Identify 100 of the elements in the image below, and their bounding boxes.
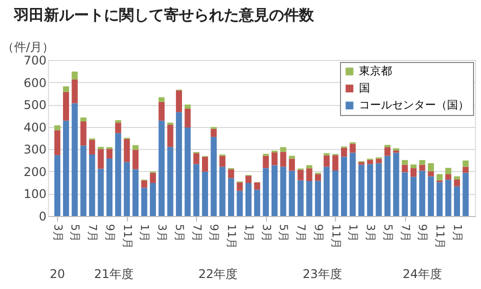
bar bbox=[167, 124, 174, 147]
bar bbox=[141, 188, 148, 216]
bar bbox=[210, 136, 217, 216]
bar bbox=[236, 190, 243, 216]
bar bbox=[54, 125, 60, 130]
bar bbox=[306, 168, 312, 182]
text: 22年度 bbox=[198, 267, 238, 281]
bar bbox=[332, 155, 338, 171]
bar bbox=[376, 163, 382, 216]
bar bbox=[254, 190, 260, 216]
bar bbox=[245, 176, 252, 184]
bar bbox=[462, 172, 469, 216]
text: 23年度 bbox=[302, 267, 342, 281]
x-tick-label: 7月 bbox=[294, 224, 308, 242]
bar bbox=[358, 164, 364, 216]
bar bbox=[454, 186, 460, 216]
bar bbox=[280, 147, 286, 152]
bar bbox=[54, 155, 60, 216]
bar bbox=[280, 166, 286, 216]
bar bbox=[98, 149, 104, 169]
bar bbox=[428, 163, 434, 172]
bar bbox=[262, 168, 269, 216]
bar bbox=[115, 120, 122, 123]
text: 21年度 bbox=[94, 267, 134, 281]
bar bbox=[124, 162, 130, 216]
bar bbox=[106, 158, 112, 216]
bar bbox=[419, 164, 426, 171]
x-tick-label: 7月 bbox=[86, 224, 100, 242]
bar bbox=[410, 168, 417, 177]
bar bbox=[358, 162, 364, 165]
bar bbox=[176, 90, 182, 112]
bar bbox=[72, 72, 78, 80]
bar bbox=[402, 160, 408, 165]
bar bbox=[384, 156, 390, 216]
bar bbox=[72, 79, 78, 104]
y-tick-label: 500 bbox=[24, 98, 46, 112]
y-tick-label: 400 bbox=[24, 120, 46, 134]
x-tick-label: 11月 bbox=[329, 224, 342, 249]
legend-label: 国 bbox=[359, 82, 370, 94]
x-tick-label: 3月 bbox=[51, 224, 64, 242]
bar bbox=[341, 156, 348, 216]
bar bbox=[272, 165, 278, 216]
x-tick-label: 1月 bbox=[138, 224, 152, 242]
x-tick-label: 5月 bbox=[277, 224, 290, 242]
bar bbox=[454, 179, 460, 186]
bar bbox=[402, 164, 408, 172]
bar bbox=[150, 183, 156, 216]
bar bbox=[193, 153, 200, 164]
bar bbox=[63, 120, 70, 216]
x-tick-label: 11月 bbox=[120, 224, 134, 249]
bar bbox=[141, 180, 148, 188]
bar bbox=[272, 152, 278, 166]
bar bbox=[314, 174, 321, 181]
bar bbox=[184, 104, 191, 109]
bar bbox=[184, 128, 191, 216]
x-tick-label: 11月 bbox=[434, 224, 447, 249]
bar bbox=[445, 180, 452, 216]
bar bbox=[210, 128, 217, 137]
bar bbox=[80, 146, 86, 216]
y-tick-label: 600 bbox=[24, 76, 46, 90]
y-tick-label: 700 bbox=[24, 54, 46, 68]
text: 24年度 bbox=[402, 267, 442, 281]
x-tick-label: 3月 bbox=[364, 224, 378, 242]
bar bbox=[367, 164, 374, 216]
bar bbox=[350, 152, 356, 216]
y-tick-label: 100 bbox=[24, 187, 46, 202]
bar bbox=[419, 160, 426, 165]
bar bbox=[402, 172, 408, 216]
x-tick-label: 1月 bbox=[346, 224, 360, 242]
bar bbox=[393, 152, 400, 216]
bar bbox=[428, 171, 434, 176]
x-tick-label: 3月 bbox=[156, 224, 169, 242]
bar bbox=[202, 172, 208, 216]
bar bbox=[314, 180, 321, 216]
bar bbox=[428, 176, 434, 216]
bar bbox=[63, 86, 70, 92]
bar bbox=[115, 122, 122, 134]
bar bbox=[376, 158, 382, 164]
bar bbox=[80, 122, 86, 146]
bar bbox=[63, 92, 70, 121]
bar bbox=[350, 144, 356, 153]
bar bbox=[72, 103, 78, 216]
bar bbox=[158, 120, 165, 216]
bar bbox=[184, 108, 191, 128]
x-tick-label: 5月 bbox=[381, 224, 394, 242]
x-tick-label: 5月 bbox=[68, 224, 82, 242]
bar bbox=[236, 182, 243, 191]
bar bbox=[262, 156, 269, 168]
bar bbox=[367, 160, 374, 164]
bar bbox=[106, 148, 112, 159]
bar bbox=[158, 102, 165, 121]
bar bbox=[419, 170, 426, 216]
bar bbox=[219, 166, 226, 216]
bar bbox=[228, 169, 234, 178]
x-tick-label: 5月 bbox=[172, 224, 186, 242]
y-tick-label: 0 bbox=[38, 210, 46, 224]
bar bbox=[89, 140, 96, 154]
y-tick-label: 200 bbox=[24, 164, 46, 179]
bar bbox=[306, 165, 312, 169]
bar bbox=[98, 168, 104, 216]
